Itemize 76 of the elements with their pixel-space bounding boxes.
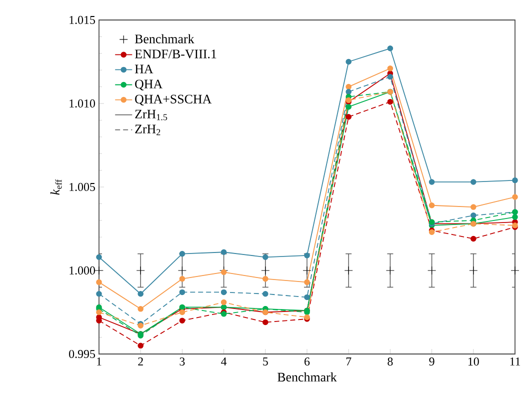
annotation: ZrH$_{2}$: [135, 124, 160, 136]
point: [302, 266, 312, 275]
point: [178, 266, 186, 275]
point: [304, 294, 310, 300]
legend-label: HA: [134, 64, 154, 74]
point: [512, 177, 518, 184]
x-tick-label: 7: [346, 358, 352, 366]
point: [220, 269, 227, 276]
point: [96, 290, 102, 297]
point: [304, 252, 310, 258]
point: [346, 104, 352, 110]
point: [512, 214, 518, 220]
legend-label: Benchmark: [134, 34, 194, 44]
y-tick-label: 1.005: [70, 182, 96, 192]
x-tick-label: 8: [388, 358, 393, 366]
point: [469, 266, 478, 275]
point: [510, 266, 520, 275]
point: [387, 66, 394, 72]
point: [262, 290, 268, 297]
y-tick-label: 1.015: [70, 16, 96, 24]
point: [470, 212, 476, 218]
point: [138, 342, 144, 349]
point: [179, 289, 186, 296]
point: [470, 236, 476, 242]
y-tick-label: 1.010: [70, 99, 96, 108]
point: [387, 45, 394, 52]
x-tick-label: 6: [304, 358, 310, 366]
x-tick-label: 3: [180, 358, 185, 366]
point: [428, 202, 435, 208]
point: [179, 276, 186, 282]
point: [179, 309, 186, 316]
x-tick-label: 5: [263, 358, 268, 366]
point: [179, 318, 186, 324]
point: [512, 194, 518, 200]
point: [138, 306, 144, 312]
point: [96, 254, 102, 260]
x-axis-title: Benchmark: [278, 372, 337, 382]
y-tick-label: 1.000: [70, 266, 96, 275]
point: [136, 266, 145, 275]
y-axis-title: k$_{eff}$: [50, 179, 62, 195]
point: [220, 249, 227, 256]
y-tick-label: 0.995: [69, 350, 96, 358]
point: [428, 179, 435, 185]
point: [94, 266, 104, 275]
point: [304, 279, 310, 286]
point: [470, 204, 476, 210]
point: [346, 84, 352, 90]
point: [428, 266, 436, 275]
point: [262, 319, 268, 326]
point: [261, 266, 270, 275]
x-tick-label: 2: [138, 358, 143, 366]
point: [96, 279, 102, 286]
x-tick-label: 10: [468, 358, 479, 366]
x-tick-label: 9: [429, 358, 434, 366]
point: [386, 266, 394, 275]
point: [470, 179, 476, 185]
point: [179, 250, 186, 257]
x-tick-label: 4: [221, 358, 227, 366]
x-tick-label: 1: [97, 358, 102, 366]
point: [346, 88, 352, 95]
annotation: ZrH$_{1.5}$: [135, 110, 168, 120]
point: [220, 299, 227, 306]
legend-label: QHA: [135, 80, 163, 90]
point: [220, 289, 227, 296]
point: [138, 290, 144, 297]
point: [346, 114, 352, 120]
point: [346, 58, 352, 65]
point: [96, 309, 102, 316]
legend-label: QHA+SSCHA: [135, 94, 212, 106]
x-tick-label: 11: [510, 358, 520, 366]
point: [262, 276, 268, 282]
point: [387, 98, 394, 105]
point: [262, 254, 268, 260]
legend-label: ENDF/B-VIII.1: [134, 50, 216, 58]
point: [387, 74, 394, 80]
point: [344, 266, 353, 275]
